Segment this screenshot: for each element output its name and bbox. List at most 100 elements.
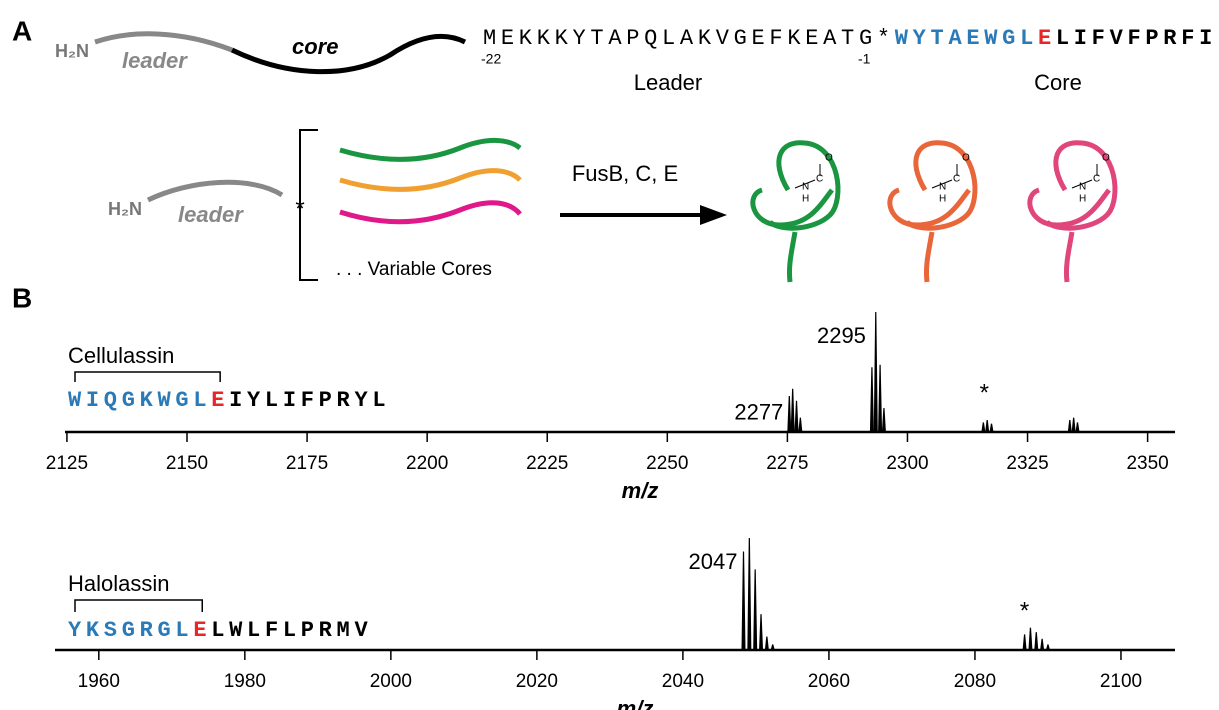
core-conserved: WYTAEWGL (895, 26, 1038, 51)
ring-residues: WIQGKWGL (68, 388, 211, 413)
start-index: -22 (481, 51, 501, 67)
panel-label: A (12, 15, 32, 46)
amide-atom: H (802, 194, 809, 205)
amide-atom: O (962, 153, 970, 164)
peak (798, 417, 803, 432)
lasso-ring (905, 140, 978, 231)
x-tick-label: 2350 (1126, 453, 1168, 474)
x-tick-label: 2300 (886, 453, 928, 474)
amide-atom: N (939, 182, 946, 193)
core-glu: E (1038, 26, 1056, 51)
peak (985, 420, 990, 432)
x-tick-label: 2060 (808, 671, 850, 692)
leader-strand (146, 179, 284, 203)
amide-atom: C (1093, 174, 1100, 185)
ring-residues: YKSGRGL (68, 618, 193, 643)
x-tick-label: 2275 (766, 453, 808, 474)
core-variant (339, 168, 522, 192)
enzymes: FusB, C, E (572, 161, 678, 186)
leader-sequence: MEKKKYTAPQLAKVGEFKEATG* (483, 26, 895, 51)
peptide-sequence: YKSGRGLELWLFLPRMV (68, 618, 372, 643)
precursor-sequence: MEKKKYTAPQLAKVGEFKEATG*WYTAEWGLELIFVFPRF… (483, 26, 1217, 51)
peak (741, 551, 746, 650)
adduct-star: * (980, 379, 989, 406)
amide-bond (931, 179, 953, 189)
h2n: H₂N (55, 41, 89, 61)
x-tick-label: 2150 (166, 453, 208, 474)
amide-atom: H (939, 194, 946, 205)
x-tick-label: 2040 (662, 671, 704, 692)
x-tick-label: 1980 (224, 671, 266, 692)
peak (764, 636, 769, 650)
glu-residue: E (193, 618, 211, 643)
x-tick-label: 2225 (526, 453, 568, 474)
core-variant (339, 200, 522, 225)
x-axis-label: m/z (617, 696, 654, 710)
peak (1067, 420, 1072, 432)
lasso-tail (887, 187, 971, 228)
peak (1045, 644, 1050, 650)
peak (881, 408, 886, 432)
peak (1028, 627, 1033, 650)
lasso-ring (768, 140, 841, 231)
peak (787, 396, 792, 432)
peak (1034, 632, 1039, 650)
x-tick-label: 2000 (370, 671, 412, 692)
tail-residues: LWLFLPRMV (211, 618, 372, 643)
lasso-tail (1064, 231, 1075, 283)
peak (770, 644, 775, 650)
x-tick-label: 2250 (646, 453, 688, 474)
core-label: core (292, 34, 338, 59)
glu-residue: E (211, 388, 229, 413)
peak (753, 569, 758, 650)
tail-residues: IYLIFPRYL (229, 388, 390, 413)
x-tick-label: 1960 (78, 671, 120, 692)
peak (1071, 417, 1076, 432)
peak (869, 367, 874, 432)
lasso-tail (787, 231, 798, 283)
peak-label: 2295 (817, 323, 866, 348)
peak (790, 388, 795, 432)
peak (989, 423, 994, 432)
x-axis-label: m/z (622, 478, 659, 503)
amide-bond (1071, 179, 1093, 189)
core-variant (339, 137, 522, 162)
x-tick-label: 2080 (954, 671, 996, 692)
end-index: -1 (858, 51, 871, 67)
x-tick-label: 2175 (286, 453, 328, 474)
panel-label: B (12, 282, 32, 313)
amide-atom: N (802, 182, 809, 193)
peak (873, 312, 878, 432)
peak (759, 614, 764, 650)
amide-bond (794, 179, 816, 189)
amide-atom: C (953, 174, 960, 185)
x-tick-label: 2325 (1006, 453, 1048, 474)
core-strand (230, 33, 467, 75)
variable-cores: . . . Variable Cores (336, 259, 492, 280)
x-tick-label: 2125 (46, 453, 88, 474)
amide-atom: H (1079, 194, 1086, 205)
peak-label: 2047 (689, 549, 738, 574)
core-rest: LIFVFPRFI (1056, 26, 1217, 51)
peak (981, 422, 986, 432)
peptide-name: Cellulassin (68, 343, 174, 368)
x-tick-label: 2100 (1100, 671, 1142, 692)
peptide-name: Halolassin (68, 571, 170, 596)
amide-atom: O (1102, 153, 1110, 164)
leader-label: leader (122, 48, 188, 73)
x-tick-label: 2020 (516, 671, 558, 692)
peak (747, 538, 752, 650)
core-heading: Core (1034, 70, 1082, 95)
peak (1022, 634, 1027, 650)
bracket (299, 129, 318, 281)
amide-atom: C (816, 174, 823, 185)
lasso-tail (1027, 187, 1111, 228)
arrow-head (700, 205, 727, 225)
peak-label: 2277 (734, 400, 783, 425)
peptide-sequence: WIQGKWGLEIYLIFPRYL (68, 388, 390, 413)
peak (1075, 422, 1080, 432)
lasso-ring (1045, 140, 1118, 231)
